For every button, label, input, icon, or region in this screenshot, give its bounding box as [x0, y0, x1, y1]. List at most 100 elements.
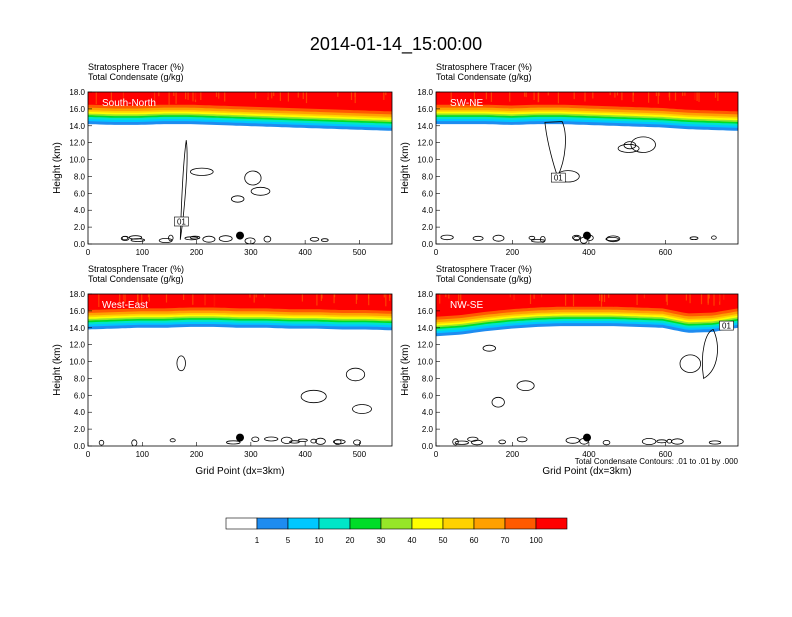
x-tick-label: 0	[86, 450, 91, 459]
condensate-contour	[280, 436, 293, 444]
condensate-contour	[315, 437, 326, 445]
x-axis-title: Grid Point (dx=3km)	[542, 466, 631, 477]
panel-heading: Total Condensate (g/kg)	[436, 72, 532, 82]
condensate-contour	[641, 437, 657, 445]
y-tick-label: 18.0	[69, 88, 85, 97]
tracer-streak	[164, 294, 166, 304]
panel-3: Stratosphere Tracer (%)Total Condensate …	[52, 264, 393, 477]
tracer-streak	[490, 92, 492, 102]
condensate-contour	[168, 234, 174, 242]
y-tick-label: 12.0	[417, 139, 433, 148]
tracer-streak	[385, 294, 387, 307]
tracer-streak	[600, 92, 602, 102]
x-tick-label: 300	[244, 450, 258, 459]
panel-label: South-North	[102, 98, 156, 109]
condensate-contour	[244, 170, 262, 186]
tracer-streak	[368, 294, 370, 306]
tracer-streak	[175, 92, 177, 104]
y-tick-label: 16.0	[417, 307, 433, 316]
tracer-streak	[722, 294, 724, 303]
tracer-streak	[389, 294, 391, 298]
panel-label: SW-NE	[450, 98, 483, 109]
y-tick-label: 10.0	[69, 358, 85, 367]
condensate-contour	[630, 136, 656, 153]
y-tick-label: 4.0	[74, 408, 86, 417]
condensate-contour	[539, 235, 546, 243]
tracer-streak	[612, 294, 615, 307]
plot-frame	[87, 293, 393, 447]
panel-4: Stratosphere Tracer (%)Total Condensate …	[400, 264, 739, 477]
tracer-streak	[93, 92, 95, 97]
tracer-streak	[173, 92, 175, 96]
tracer-streak	[578, 92, 580, 99]
panel-heading: Total Condensate (g/kg)	[88, 72, 184, 82]
condensate-contour	[190, 167, 214, 176]
tracer-streak	[100, 92, 102, 105]
tracer-streak	[243, 294, 245, 303]
condensate-contour	[309, 237, 320, 242]
panel-1: Stratosphere Tracer (%)Total Condensate …	[52, 62, 393, 257]
tracer-streak	[95, 92, 97, 105]
colorbar: 1 5 10 20 30 40 50 60 70 100	[225, 517, 568, 545]
tracer-streak	[214, 294, 216, 307]
tracer-streak	[700, 294, 703, 305]
panel-heading: Stratosphere Tracer (%)	[436, 62, 532, 72]
panel-heading: Stratosphere Tracer (%)	[88, 62, 184, 72]
condensate-contour	[230, 195, 245, 203]
x-tick-label: 200	[506, 248, 520, 257]
tracer-streak	[215, 92, 218, 97]
tracer-streak	[606, 294, 608, 304]
tracer-streak	[204, 294, 206, 306]
y-tick-label: 12.0	[69, 341, 85, 350]
tracer-streak	[458, 294, 460, 303]
tracer-streak	[337, 92, 339, 97]
condensate-contour	[320, 238, 329, 242]
location-marker	[583, 231, 591, 240]
y-tick-label: 6.0	[422, 391, 434, 400]
x-tick-label: 400	[298, 248, 312, 257]
tracer-streak	[368, 294, 370, 299]
tracer-streak	[632, 92, 634, 96]
tracer-streak	[249, 294, 251, 298]
x-tick-label: 100	[136, 248, 150, 257]
tracer-streak	[208, 294, 210, 298]
colorbar-label: 60	[470, 536, 479, 545]
condensate-contour	[467, 436, 479, 442]
y-tick-label: 12.0	[69, 139, 85, 148]
tracer-streak	[657, 92, 659, 104]
tracer-streak	[233, 294, 235, 299]
condensate-contour	[605, 237, 619, 242]
tracer-streak	[346, 92, 348, 102]
y-tick-label: 6.0	[74, 189, 86, 198]
tracer-streak	[168, 92, 170, 105]
condensate-contour	[263, 235, 272, 243]
y-axis-title: Height (km)	[400, 142, 411, 194]
tracer-streak	[659, 294, 661, 304]
tracer-streak	[696, 92, 698, 101]
tracer-streak	[524, 92, 526, 97]
x-tick-label: 400	[582, 450, 596, 459]
tracer-streak	[195, 92, 197, 100]
condensate-contour	[482, 344, 497, 352]
tracer-streak	[503, 294, 505, 299]
x-tick-label: 0	[434, 450, 439, 459]
tracer-streak	[162, 92, 164, 103]
x-tick-label: 300	[244, 248, 258, 257]
condensate-contour	[128, 235, 143, 240]
tracer-streak	[255, 92, 257, 99]
y-tick-label: 4.0	[74, 206, 86, 215]
tracer-streak	[383, 294, 385, 298]
colorbar-swatch	[411, 517, 444, 530]
condensate-contour	[300, 389, 327, 404]
tracer-streak	[344, 92, 346, 101]
condensate-contour	[454, 440, 469, 445]
tracer-streak	[514, 294, 516, 303]
y-tick-label: 2.0	[74, 223, 86, 232]
condensate-contour	[617, 143, 640, 153]
tracer-streak	[366, 92, 368, 104]
tracer-streak	[99, 92, 101, 99]
y-tick-label: 2.0	[422, 425, 434, 434]
tracer-streak	[208, 92, 210, 97]
condensate-contour	[250, 186, 271, 196]
colorbar-label: 70	[501, 536, 510, 545]
